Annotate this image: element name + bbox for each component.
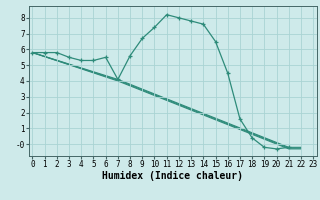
X-axis label: Humidex (Indice chaleur): Humidex (Indice chaleur) [102, 171, 243, 181]
